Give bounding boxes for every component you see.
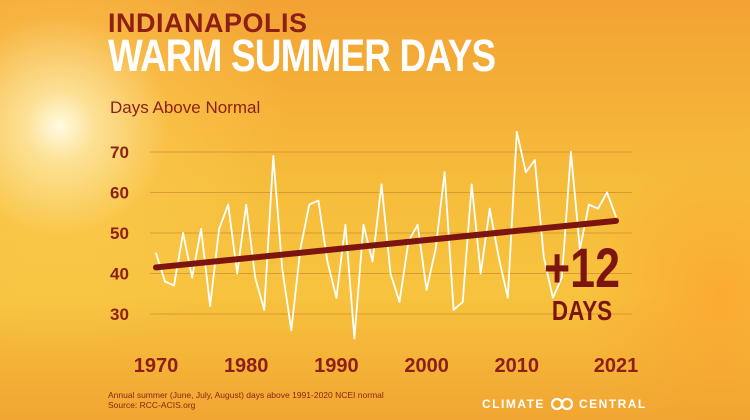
- data-point-2004: [461, 300, 464, 303]
- data-point-2000: [425, 288, 428, 291]
- data-point-2010: [515, 130, 518, 133]
- chart-location-title: INDIANAPOLIS: [108, 8, 308, 38]
- data-point-2001: [434, 248, 437, 251]
- data-point-2006: [479, 272, 482, 275]
- data-point-2011: [524, 171, 527, 174]
- footnote: Annual summer (June, July, August) days …: [108, 390, 384, 410]
- data-point-1984: [281, 268, 284, 271]
- x-tick-label-1980: 1980: [224, 355, 269, 377]
- x-tick-label-2000: 2000: [404, 355, 449, 377]
- data-point-2013: [542, 256, 545, 259]
- data-point-1975: [200, 228, 202, 230]
- data-point-2008: [497, 256, 500, 259]
- series-line-days-above-normal: [155, 130, 617, 340]
- trend-change-unit: DAYS: [551, 295, 613, 326]
- data-point-2012: [533, 159, 536, 162]
- data-point-1985: [290, 329, 293, 332]
- footnote-source: Source: RCC-ACIS.org: [108, 400, 196, 410]
- trend-change-value: +12: [544, 236, 620, 299]
- y-tick-label-60: 60: [110, 184, 129, 203]
- data-point-1997: [398, 300, 401, 303]
- trend-line: [153, 217, 619, 271]
- series-layer: [153, 130, 619, 340]
- data-point-1983: [272, 155, 275, 157]
- data-point-1993: [362, 224, 365, 226]
- data-point-1982: [263, 309, 266, 311]
- data-point-1972: [173, 284, 175, 287]
- data-point-1996: [389, 272, 392, 275]
- data-point-2007: [488, 207, 491, 210]
- data-point-2018: [588, 203, 590, 206]
- footnote-description: Annual summer (June, July, August) days …: [108, 390, 384, 400]
- data-point-2009: [506, 296, 509, 299]
- data-point-1978: [227, 203, 230, 206]
- data-point-2014: [551, 296, 554, 299]
- y-tick-label-50: 50: [110, 224, 129, 243]
- data-point-1981: [254, 276, 257, 279]
- y-tick-label-40: 40: [110, 265, 129, 284]
- data-point-1987: [308, 203, 311, 206]
- x-tick-label-1970: 1970: [134, 355, 179, 377]
- x-tick-label-2021: 2021: [594, 355, 639, 377]
- data-point-1992: [353, 337, 356, 340]
- data-point-1980: [245, 203, 248, 206]
- trend-callout: +12 DAYS: [534, 240, 630, 326]
- x-tick-label-1990: 1990: [314, 355, 359, 377]
- climate-central-logo: CLIMATE CENTRAL: [482, 397, 647, 411]
- x-tick-label-2010: 2010: [495, 355, 540, 377]
- data-point-1988: [317, 199, 320, 202]
- y-axis-ticks: 30 40 50 60 70: [110, 143, 129, 324]
- data-point-2015: [560, 276, 563, 279]
- x-axis-ticks: 1970 1980 1990 2000 2010 2021: [134, 355, 639, 377]
- data-point-2002: [443, 171, 446, 174]
- data-point-2019: [597, 207, 599, 210]
- data-point-2021: [615, 215, 617, 218]
- y-tick-label-70: 70: [110, 143, 129, 162]
- linked-rings-icon: [550, 397, 574, 411]
- data-point-2003: [452, 309, 455, 311]
- chart-title: WARM SUMMER DAYS: [108, 30, 496, 81]
- data-point-1971: [164, 280, 166, 283]
- data-point-2020: [606, 191, 608, 194]
- data-point-2005: [470, 183, 473, 186]
- data-point-1990: [335, 296, 338, 299]
- data-point-1995: [380, 183, 383, 186]
- gridlines: [150, 151, 632, 315]
- logo-text-right: CENTRAL: [578, 397, 647, 411]
- data-point-2017: [579, 248, 581, 251]
- data-point-1991: [344, 224, 347, 226]
- data-point-1973: [182, 232, 184, 234]
- y-tick-label-30: 30: [110, 305, 129, 324]
- data-point-1989: [326, 260, 329, 263]
- data-point-1976: [209, 305, 212, 307]
- logo-text-left: CLIMATE: [482, 397, 545, 411]
- data-point-1977: [218, 228, 221, 230]
- data-point-1986: [299, 248, 302, 251]
- data-point-1999: [416, 224, 419, 226]
- data-point-1974: [191, 276, 193, 279]
- data-point-1994: [371, 260, 374, 263]
- data-point-1970: [155, 252, 157, 255]
- data-point-2016: [570, 151, 572, 153]
- data-point-1979: [236, 272, 239, 275]
- y-axis-label: Days Above Normal: [110, 98, 261, 117]
